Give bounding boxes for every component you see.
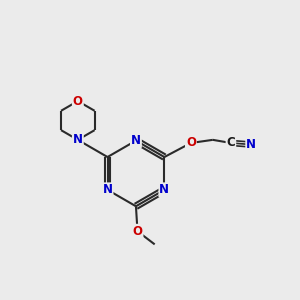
Text: O: O <box>186 136 196 149</box>
Text: N: N <box>159 183 170 196</box>
Text: N: N <box>131 134 141 147</box>
Text: N: N <box>103 183 112 196</box>
Text: N: N <box>246 138 256 151</box>
Text: C: C <box>226 136 235 149</box>
Text: O: O <box>73 94 83 108</box>
Text: O: O <box>133 225 142 238</box>
Text: N: N <box>73 133 83 146</box>
